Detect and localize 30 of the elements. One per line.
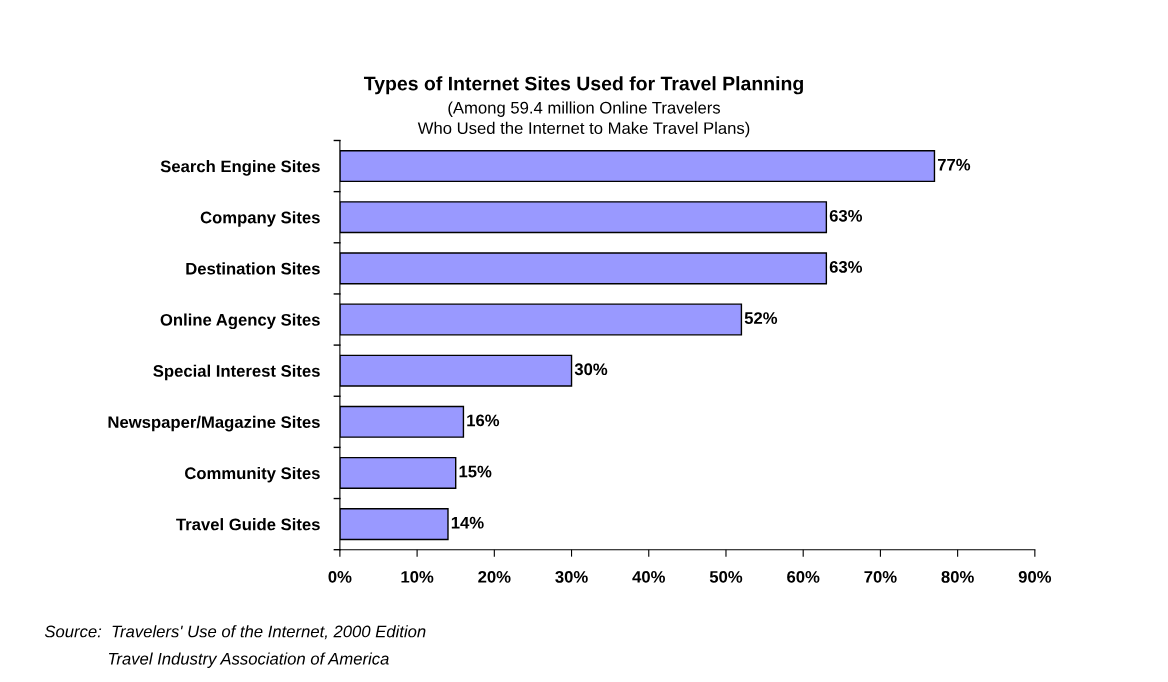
x-tick-label: 70% [864,570,897,583]
text: Travel Industry Association of America [108,652,389,668]
x-tick-label: 90% [1018,570,1052,583]
y-tick-label: Company Sites [200,211,320,227]
x-tick-label: 80% [941,570,974,583]
data-label: 16% [467,414,500,427]
x-tick-label: 40% [632,570,665,583]
data-label: 77% [937,158,971,171]
y-tick-label: Newspaper/Magazine Sites [108,415,320,432]
data-label: 14% [451,516,484,529]
data-label: 52% [744,312,778,324]
y-tick-label: Online Agency Sites [160,313,320,330]
y-tick-label: Community Sites [185,466,320,483]
data-label: 63% [829,209,863,222]
x-tick-label: 60% [787,570,820,583]
chart-title: Types of Internet Sites Used for Travel Planning [363,76,803,95]
x-tick-label: 50% [709,570,743,583]
x-tick-label: 10% [401,570,434,583]
source-note: Source: Travelers' Use of the Internet, 2000 Edition [44,625,426,640]
x-tick-label: 30% [555,570,588,583]
data-label: 30% [574,363,608,376]
y-tick-label: Travel Guide Sites [176,518,320,531]
y-tick-label: Search Engine Sites [160,160,320,176]
data-label: 63% [829,261,863,273]
chart-subtitle: (Among 59.4 million Online Travelers Who Used the Internet to Make Travel Plans) [417,101,750,138]
y-tick-label: Special Interest Sites [153,364,320,381]
data-label: 15% [459,465,492,478]
x-tick-label: 0% [328,570,352,583]
x-tick-label: 20% [478,570,511,583]
y-tick-label: Destination Sites [186,262,320,275]
